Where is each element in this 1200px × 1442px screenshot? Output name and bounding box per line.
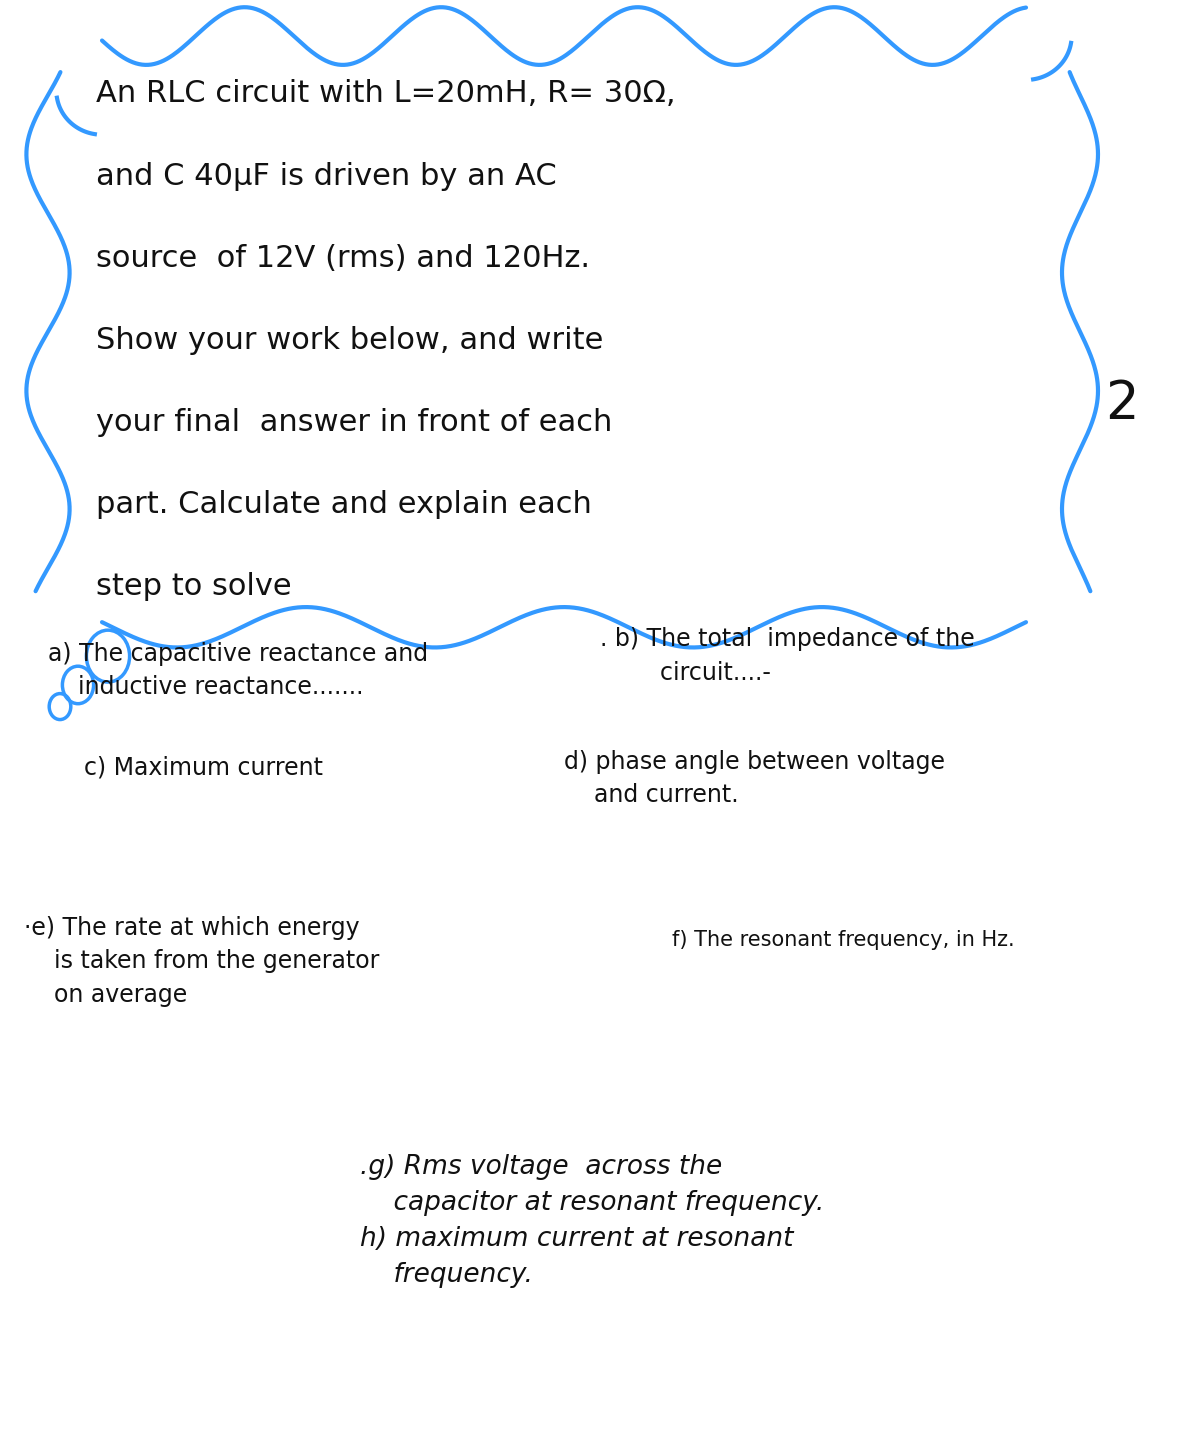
- Text: ·e) The rate at which energy
    is taken from the generator
    on average: ·e) The rate at which energy is taken fr…: [24, 916, 379, 1007]
- Text: Show your work below, and write: Show your work below, and write: [96, 326, 604, 355]
- Text: a) The capacitive reactance and
    inductive reactance.......: a) The capacitive reactance and inductiv…: [48, 642, 428, 699]
- Text: part. Calculate and explain each: part. Calculate and explain each: [96, 490, 592, 519]
- Text: source  of 12V (rms) and 120Hz.: source of 12V (rms) and 120Hz.: [96, 244, 590, 273]
- Text: c) Maximum current: c) Maximum current: [84, 756, 323, 780]
- Text: . b) The total  impedance of the
        circuit....-: . b) The total impedance of the circuit.…: [600, 627, 974, 685]
- Text: your final  answer in front of each: your final answer in front of each: [96, 408, 612, 437]
- Text: step to solve: step to solve: [96, 572, 292, 601]
- Text: .g) Rms voltage  across the
    capacitor at resonant frequency.
h) maximum curr: .g) Rms voltage across the capacitor at …: [360, 1154, 824, 1288]
- Text: d) phase angle between voltage
    and current.: d) phase angle between voltage and curre…: [564, 750, 946, 808]
- Text: and C 40μF is driven by an AC: and C 40μF is driven by an AC: [96, 162, 557, 190]
- Text: An RLC circuit with L=20mH, R= 30Ω,: An RLC circuit with L=20mH, R= 30Ω,: [96, 79, 676, 108]
- Text: 2: 2: [1105, 378, 1139, 430]
- Text: f) The resonant frequency, in Hz.: f) The resonant frequency, in Hz.: [672, 930, 1015, 950]
